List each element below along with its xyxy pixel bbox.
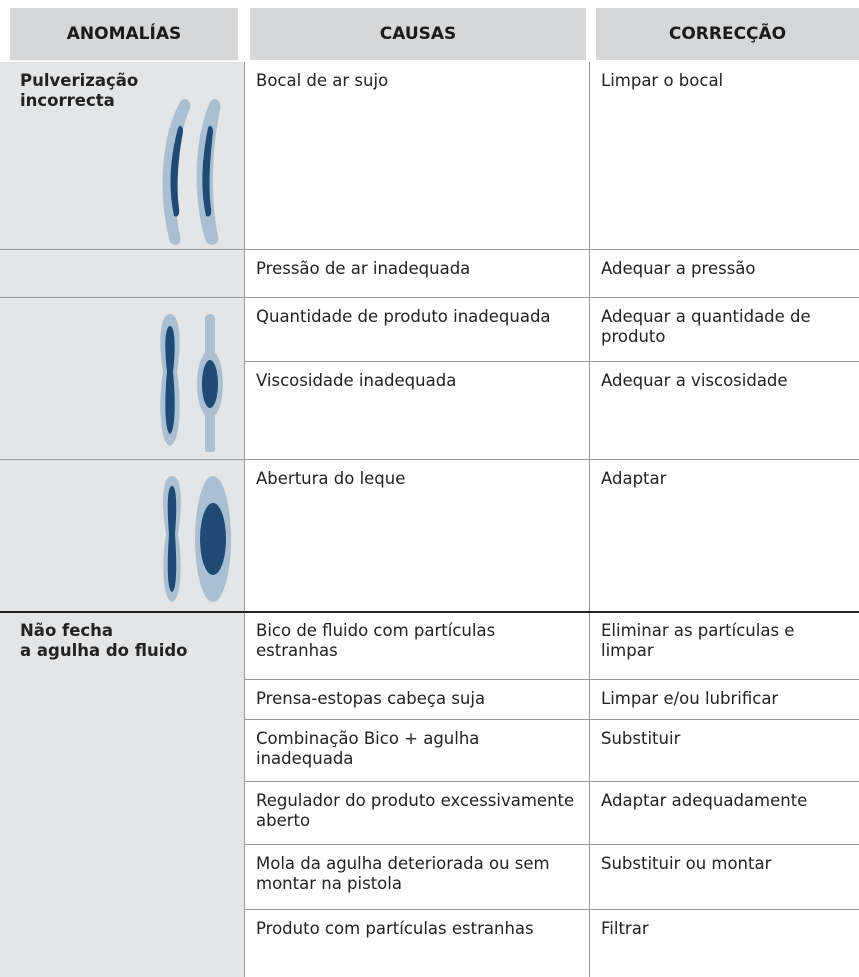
group-divider xyxy=(0,611,859,613)
anomaly-line: Pulverização xyxy=(20,71,139,90)
cause-cell: Abertura do leque xyxy=(245,460,590,612)
correction-cell: Adequar a pressão xyxy=(590,250,859,298)
cause-cell: Prensa-estopas cabeça suja xyxy=(245,680,590,720)
correction-cell: Substituir xyxy=(590,720,859,782)
header-cell: ANOMALÍAS xyxy=(10,8,238,60)
anomaly-cell xyxy=(0,298,245,460)
correction-cell: Adaptar xyxy=(590,460,859,612)
anomaly-line: a agulha do fluido xyxy=(20,641,188,660)
correction-cell: Eliminar as partículas e limpar xyxy=(590,612,859,680)
anomaly-cell xyxy=(0,460,245,612)
correction-cell: Adaptar adequadamente xyxy=(590,782,859,845)
anomaly-line: incorrecta xyxy=(20,91,115,110)
cause-cell: Regulador do produto excessivamente aber… xyxy=(245,782,590,845)
anomaly-line: Não fecha xyxy=(20,621,114,640)
correction-cell: Substituir ou montar xyxy=(590,845,859,910)
cause-cell: Pressão de ar inadequada xyxy=(245,250,590,298)
correction-cell: Limpar e/ou lubrificar xyxy=(590,680,859,720)
cause-cell: Bocal de ar sujo xyxy=(245,62,590,250)
spray-pattern-icon xyxy=(163,476,231,602)
cause-cell: Mola da agulha deteriorada ou sem montar… xyxy=(245,845,590,910)
anomaly-cell xyxy=(0,250,245,298)
cause-cell: Combinação Bico + agulha inadequada xyxy=(245,720,590,782)
correction-cell: Adequar a quantidade de produto xyxy=(590,298,859,362)
cause-cell: Bico de fluido com partículas estranhas xyxy=(245,612,590,680)
correction-cell: Filtrar xyxy=(601,919,649,938)
correction-cell: Adequar a viscosidade xyxy=(590,362,859,460)
spray-pattern-icon xyxy=(162,99,221,245)
cause-cell: Produto com partículas estranhas xyxy=(245,910,590,977)
cause-cell: Viscosidade inadequada xyxy=(245,362,590,460)
anomaly-cell: Pulverização incorrecta xyxy=(0,62,245,250)
anomaly-cell: Não fecha a agulha do fluido xyxy=(0,612,245,977)
correction-cell: Limpar o bocal xyxy=(590,62,859,250)
spray-pattern-icon xyxy=(160,314,223,452)
header-cell: CAUSAS xyxy=(250,8,586,60)
cause-cell: Quantidade de produto inadequada xyxy=(245,298,590,362)
header-cell: CORRECÇÃO xyxy=(596,8,859,60)
